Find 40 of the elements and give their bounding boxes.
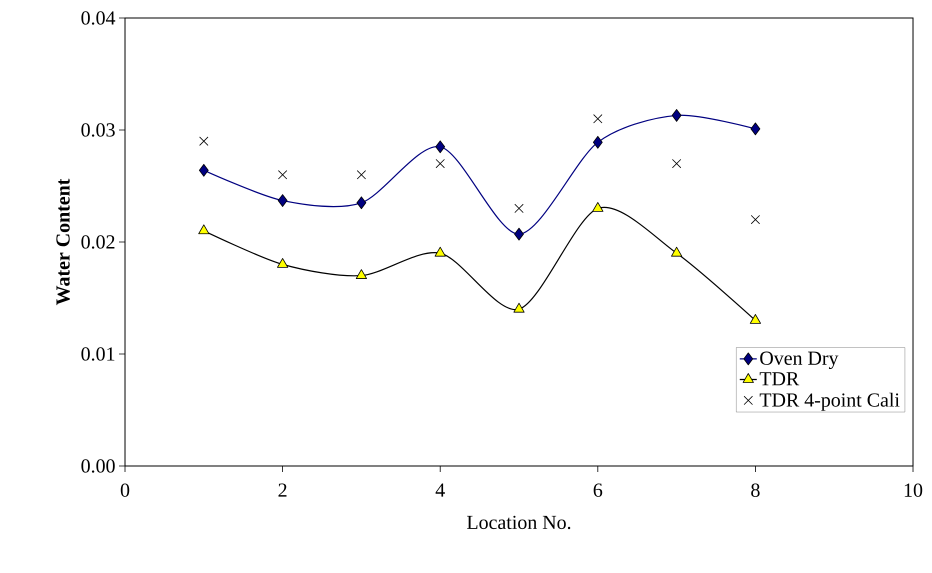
x-tick-label: 8 <box>751 483 760 497</box>
point <box>356 196 366 210</box>
point <box>750 122 760 136</box>
point <box>513 302 525 313</box>
x-tick-label: 2 <box>278 483 286 497</box>
point <box>199 136 208 146</box>
point <box>671 246 682 257</box>
x-tick-label: 0 <box>120 483 130 497</box>
point <box>198 224 210 234</box>
x-axis-title: Location No. <box>467 516 570 530</box>
legend-label: Oven Dry <box>760 352 838 370</box>
point <box>750 214 760 224</box>
point <box>356 170 366 180</box>
point <box>435 140 446 154</box>
x-tick-label: 10 <box>904 483 922 497</box>
point <box>592 202 604 212</box>
y-tick-label: 0.02 <box>81 235 114 249</box>
point <box>436 158 445 168</box>
point <box>672 109 682 122</box>
y-tick-label: 0.00 <box>81 459 115 473</box>
point <box>592 136 603 149</box>
point <box>434 246 446 257</box>
legend-label: TDR <box>760 372 800 386</box>
x-tick-label: 4 <box>436 483 445 497</box>
point <box>198 164 209 177</box>
point <box>593 114 602 124</box>
point <box>278 194 288 207</box>
point <box>514 204 524 214</box>
legend-label: TDR 4-point Cali <box>760 392 900 411</box>
point <box>356 269 367 279</box>
y-axis-title: Water Content <box>56 178 70 306</box>
point <box>278 170 288 180</box>
x-tick-label: 6 <box>594 483 602 497</box>
point <box>750 314 761 324</box>
point <box>514 228 524 241</box>
y-tick-label: 0.01 <box>81 347 114 361</box>
point <box>277 258 288 268</box>
y-tick-label: 0.04 <box>81 11 116 25</box>
y-tick-label: 0.03 <box>81 123 115 137</box>
point <box>672 158 682 168</box>
